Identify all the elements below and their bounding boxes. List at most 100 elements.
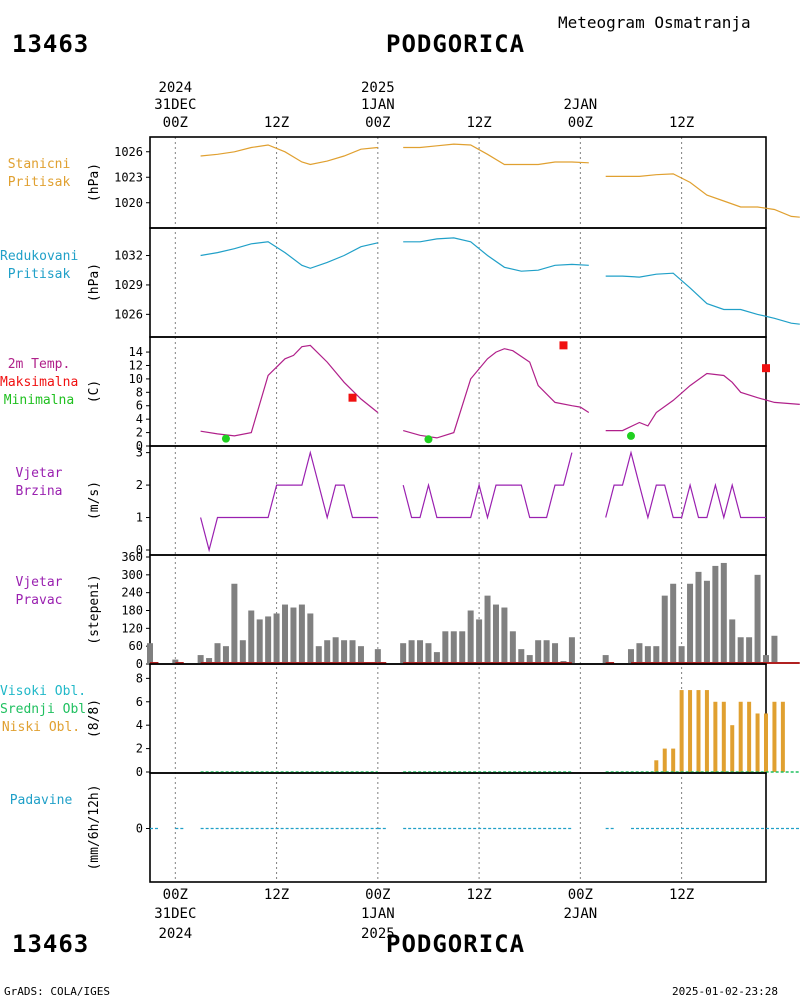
low-cloud-bar [780, 701, 785, 772]
series-line [403, 143, 589, 166]
wind-direction-bar [552, 643, 559, 664]
wind-direction-bar [147, 643, 153, 664]
y-tick-label: 1020 [114, 196, 143, 210]
series-line [200, 144, 378, 166]
timestamp-text: 2025-01-02-23:28 [672, 985, 778, 998]
bottom-hour-label: 12Z [669, 887, 694, 903]
wind-direction-bar [425, 643, 432, 664]
y-tick-label: 1026 [114, 307, 143, 321]
y-axis-label: (C) [87, 380, 102, 403]
wind-direction-bar [492, 604, 499, 664]
y-tick-label: 2 [136, 478, 143, 492]
panel-frame [149, 445, 767, 556]
wind-direction-bar [771, 635, 778, 664]
panel-frame [149, 227, 767, 338]
y-tick-label: 0 [136, 822, 143, 836]
y-tick-label: 4 [136, 412, 143, 426]
series-line [605, 372, 800, 432]
bottom-hour-label: 12Z [466, 887, 491, 903]
max-temp-marker [559, 341, 568, 350]
label-line: Niski Obl. [1, 720, 81, 735]
y-tick-label: 60 [129, 639, 143, 653]
wind-direction-bar [535, 640, 542, 664]
wind-direction-bar [400, 643, 407, 664]
y-tick-label: 8 [136, 385, 143, 399]
wind-direction-bar [265, 616, 272, 664]
wind-direction-bar [442, 631, 449, 664]
y-tick-label: 1029 [114, 278, 143, 292]
top-hour-label: 00Z [365, 115, 390, 131]
wind-direction-bar [324, 640, 331, 664]
wind-direction-bar [222, 646, 229, 664]
wind-direction-bar [501, 607, 508, 664]
station-id-top: 13463 [12, 30, 90, 58]
wind-direction-bar [678, 646, 685, 664]
series-line [403, 237, 589, 272]
wind-direction-bar [197, 655, 204, 664]
low-cloud-bar [671, 748, 676, 772]
wind-direction-bar [433, 652, 440, 664]
low-cloud-bar [654, 760, 659, 772]
low-cloud-bar [772, 701, 777, 772]
top-day-label: 1JAN [361, 97, 395, 113]
label-line: Vjetar [15, 575, 63, 590]
station-name-bottom: PODGORICA [386, 930, 526, 958]
label-line: Brzina [15, 484, 63, 499]
wind-direction-bar [737, 637, 744, 664]
y-tick-label: 2 [136, 426, 143, 440]
bottom-hour-label: 00Z [568, 887, 593, 903]
wind-direction-bar [720, 562, 727, 664]
y-axis-label: (mm/6h/12h) [87, 784, 102, 870]
y-tick-label: 6 [136, 399, 143, 413]
y-tick-label: 0 [136, 439, 143, 453]
y-tick-label: 180 [121, 604, 143, 618]
y-tick-label: 12 [129, 358, 143, 372]
y-tick-label: 1023 [114, 170, 143, 184]
wind-direction-bar [459, 631, 466, 664]
label-line: Pravac [15, 593, 63, 608]
bottom-hour-label: 00Z [365, 887, 390, 903]
wind-direction-bar [712, 565, 719, 664]
y-tick-label: 14 [129, 345, 143, 359]
y-tick-label: 6 [136, 695, 143, 709]
credit-text: GrADS: COLA/IGES [4, 985, 110, 998]
series-line [605, 173, 800, 218]
wind-direction-bar [231, 583, 238, 664]
panel-label-reduced-pressure: Redukovani Pritisak [0, 248, 78, 284]
top-hour-label: 12Z [669, 115, 694, 131]
y-axis-label: (hPa) [87, 163, 102, 202]
top-day-label: 2JAN [563, 97, 597, 113]
low-cloud-bar [747, 701, 752, 772]
y-tick-label: 3 [136, 446, 143, 460]
wind-direction-bar [374, 649, 381, 664]
top-hour-label: 00Z [568, 115, 593, 131]
wind-direction-bar [408, 640, 415, 664]
wind-direction-bar [636, 643, 643, 664]
bottom-day-label: 31DEC [154, 906, 196, 922]
top-hour-label: 00Z [163, 115, 188, 131]
low-cloud-bar [704, 690, 709, 772]
low-cloud-bar [755, 713, 760, 772]
top-hour-label: 12Z [466, 115, 491, 131]
min-temp-marker [626, 431, 635, 440]
y-tick-label: 4 [136, 718, 143, 732]
low-cloud-bar [713, 701, 718, 772]
label-line: Redukovani [0, 249, 79, 264]
low-cloud-bar [688, 690, 693, 772]
wind-direction-bar [509, 631, 516, 664]
top-day-label: 31DEC [154, 97, 196, 113]
wind-direction-bar [484, 595, 491, 664]
wind-direction-bar [172, 659, 179, 664]
wind-direction-bar [256, 619, 263, 664]
panel-label-wind-direction: Vjetar Pravac [0, 574, 78, 610]
panel-label-wind-speed: Vjetar Brzina [0, 465, 78, 501]
y-tick-label: 2 [136, 742, 143, 756]
bottom-year-label: 2025 [361, 926, 395, 942]
station-name-top: PODGORICA [386, 30, 526, 58]
max-temp-marker [348, 393, 357, 402]
min-temp-marker [424, 435, 433, 444]
wind-direction-bar [450, 631, 457, 664]
low-cloud-bar [738, 701, 743, 772]
wind-direction-bar [518, 649, 525, 664]
